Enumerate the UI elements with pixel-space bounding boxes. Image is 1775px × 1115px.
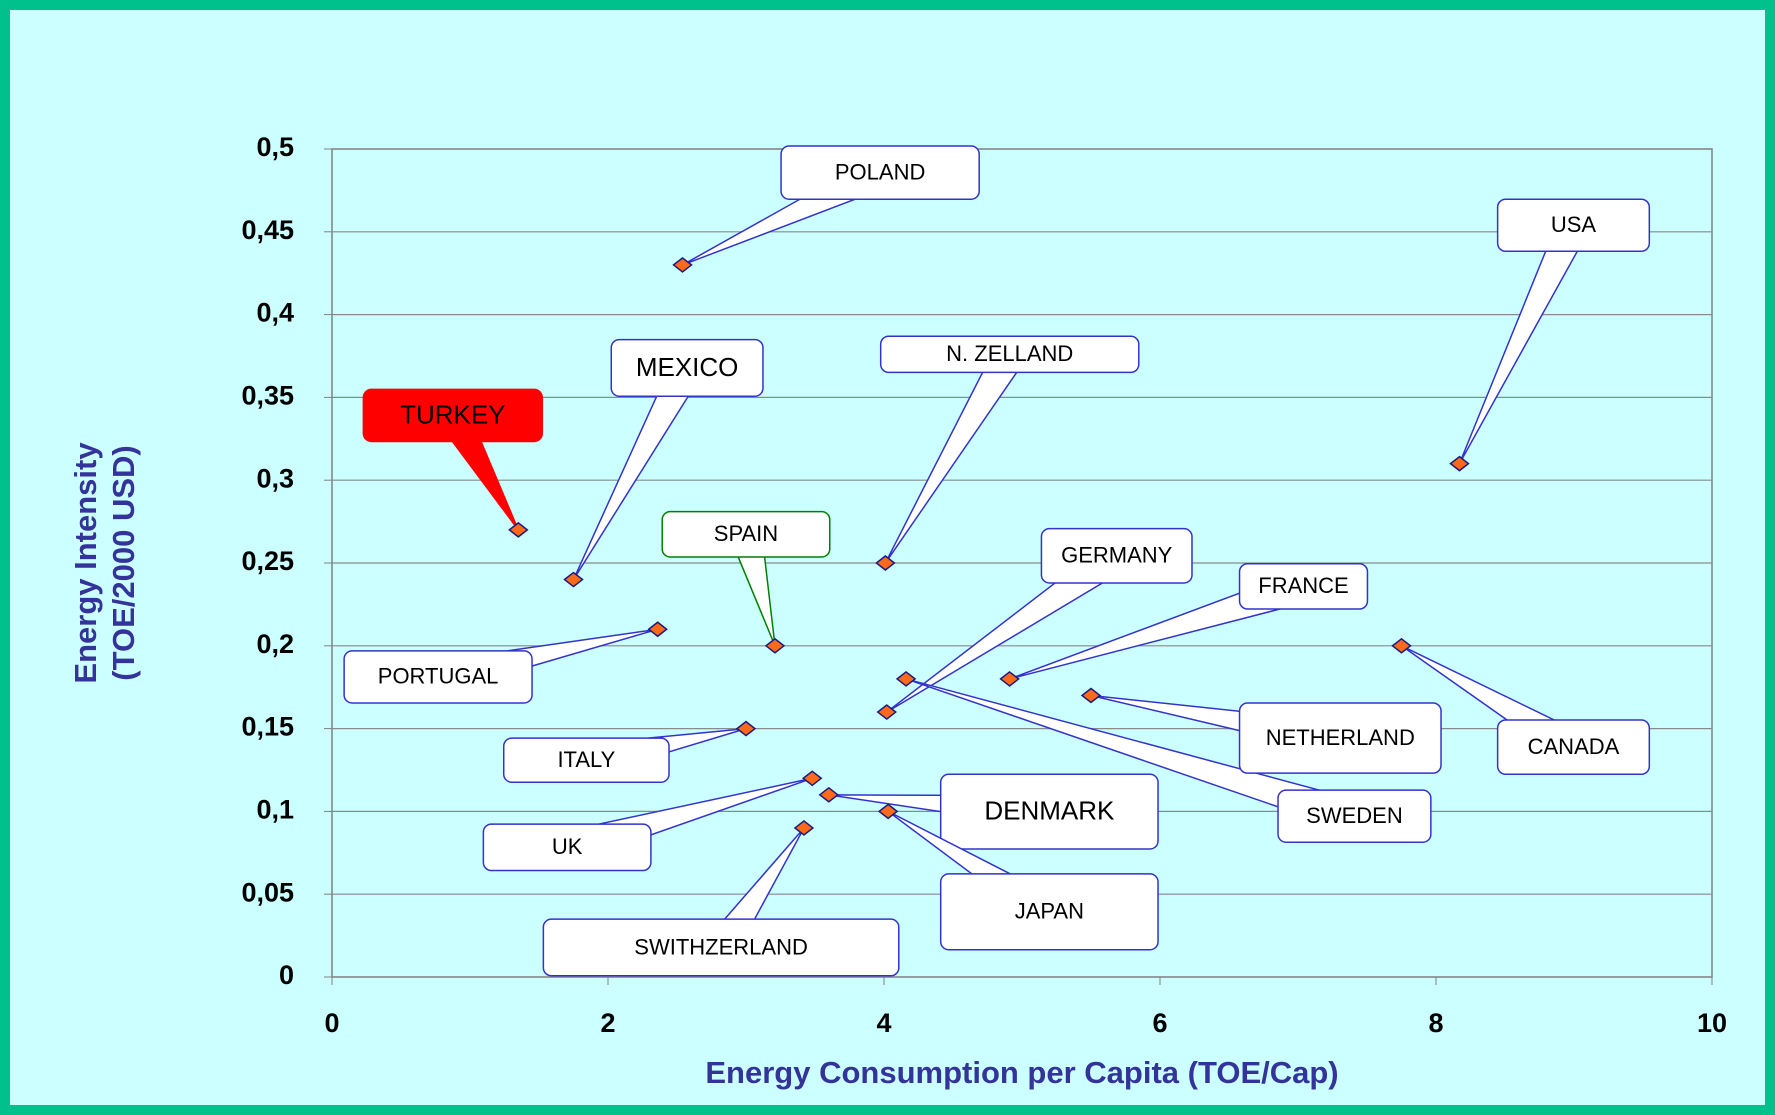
point-label: FRANCE xyxy=(1258,573,1348,598)
callout-box xyxy=(1496,198,1651,253)
point-label: UK xyxy=(552,834,583,859)
callout-box xyxy=(661,510,831,558)
point xyxy=(802,770,823,787)
callout-box xyxy=(343,650,533,704)
point-label: SPAIN xyxy=(714,521,778,546)
point xyxy=(999,670,1020,687)
point xyxy=(672,256,693,273)
point xyxy=(563,571,584,588)
callout-box xyxy=(542,918,900,977)
point-label: TURKEY xyxy=(400,399,505,429)
point xyxy=(793,820,815,836)
callout-box xyxy=(780,145,980,200)
point-label: N. ZELLAND xyxy=(946,341,1073,366)
y-tick-label: 0,5 xyxy=(256,132,294,162)
y-axis-title-line: (TOE/2000 USD) xyxy=(106,445,141,680)
callout-box xyxy=(939,773,1159,850)
point xyxy=(877,803,899,820)
point-label: GERMANY xyxy=(1061,543,1173,568)
x-axis-title: Energy Consumption per Capita (TOE/Cap) xyxy=(705,1055,1338,1090)
point-label: CANADA xyxy=(1528,734,1620,759)
callout-box xyxy=(1277,789,1432,843)
point xyxy=(1391,637,1412,654)
callouts: TURKEY MEXICO PORTUGAL SPAIN POLAND N. ZELLAN… xyxy=(343,145,1651,977)
point-label: JAPAN xyxy=(1015,899,1084,924)
x-tick-label: 0 xyxy=(324,1008,339,1038)
y-tick-label: 0,3 xyxy=(256,463,294,493)
point xyxy=(895,670,917,687)
point-label: USA xyxy=(1551,212,1597,237)
callout-box xyxy=(939,873,1159,951)
y-tick-label: 0,15 xyxy=(241,712,294,742)
x-tick-label: 4 xyxy=(876,1008,891,1038)
point-label: PORTUGAL xyxy=(378,664,499,689)
y-tick-label: 0,25 xyxy=(241,546,294,576)
callout-box xyxy=(482,823,652,872)
x-tick-label: 8 xyxy=(1428,1008,1443,1038)
point-label: SWEDEN xyxy=(1306,803,1403,828)
y-tick-label: 0 xyxy=(279,960,294,990)
y-tick-label: 0,1 xyxy=(256,795,294,825)
y-tick-label: 0,45 xyxy=(241,215,294,245)
point xyxy=(875,555,896,571)
callout-box xyxy=(1238,562,1369,610)
callout-box xyxy=(502,737,670,783)
point xyxy=(647,621,668,638)
point-label: MEXICO xyxy=(636,352,739,382)
y-axis-title: Energy Intensity (TOE/2000 USD) xyxy=(68,442,141,684)
y-tick-label: 0,35 xyxy=(241,381,294,411)
callout-box xyxy=(362,388,543,443)
point-label: ITALY xyxy=(557,747,615,772)
point xyxy=(876,704,897,720)
x-tick-label: 6 xyxy=(1152,1008,1167,1038)
point-label: SWITHZERLAND xyxy=(634,934,808,959)
x-tick-label: 2 xyxy=(600,1008,615,1038)
point xyxy=(1449,455,1470,472)
y-axis-title-line: Energy Intensity xyxy=(68,442,103,684)
point xyxy=(735,720,757,737)
point-label: DENMARK xyxy=(984,796,1115,826)
point xyxy=(1080,687,1102,704)
x-tick-label: 10 xyxy=(1697,1008,1727,1038)
point-label: NETHERLAND xyxy=(1266,725,1415,750)
callout-box xyxy=(879,335,1140,374)
y-tick-label: 0,05 xyxy=(241,877,294,907)
callout-box xyxy=(610,338,764,397)
y-tick-label: 0,4 xyxy=(256,298,294,328)
callout-box xyxy=(1496,719,1651,776)
callout-box xyxy=(1238,702,1442,774)
callout-box xyxy=(1040,527,1193,584)
point xyxy=(508,521,529,538)
y-tick-label: 0,2 xyxy=(256,629,294,659)
point xyxy=(764,637,786,654)
point-label: POLAND xyxy=(835,159,925,184)
point xyxy=(818,786,840,803)
